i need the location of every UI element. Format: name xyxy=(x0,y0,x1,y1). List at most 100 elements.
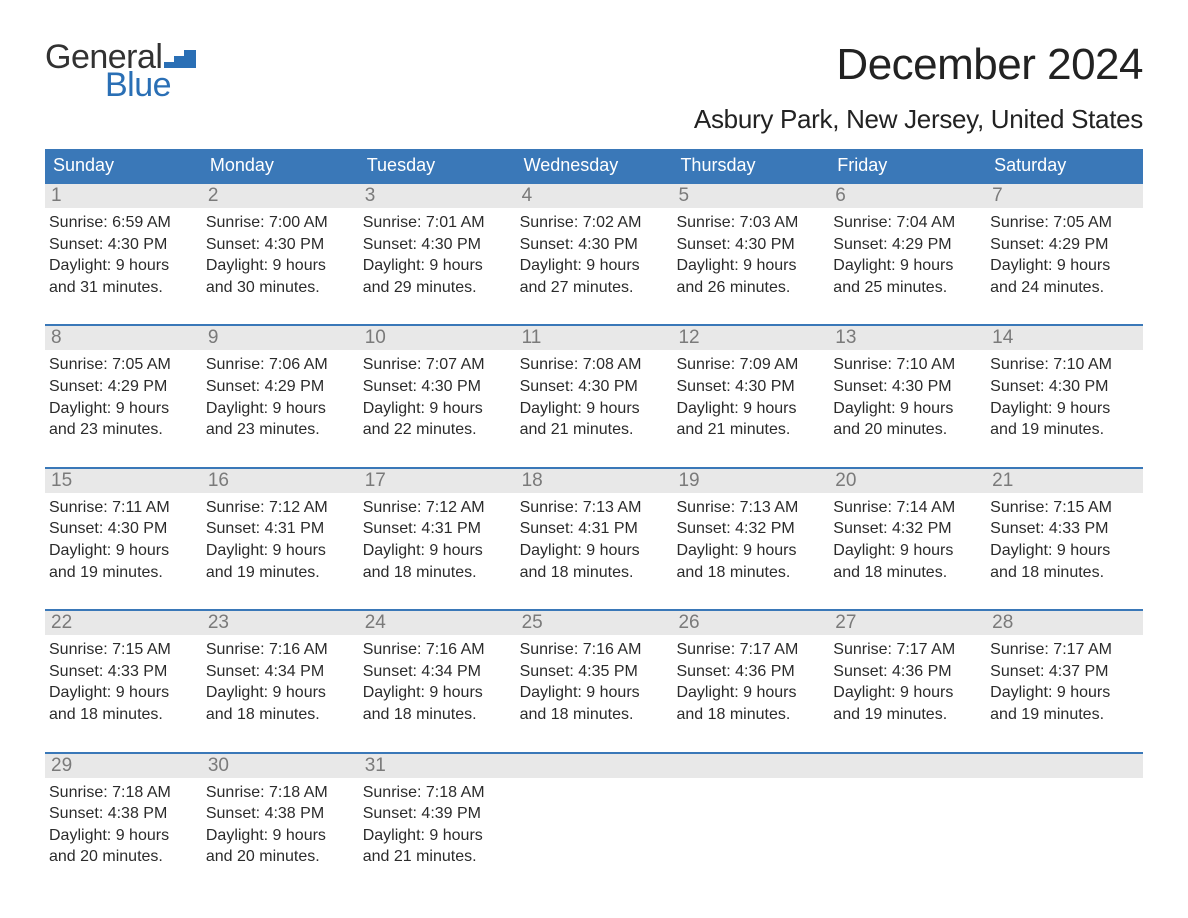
day-number: 25 xyxy=(522,612,543,633)
daynum-row: 10 xyxy=(359,326,516,350)
sunrise-line: Sunrise: 7:03 AM xyxy=(676,212,825,234)
daynum-row: 1 xyxy=(45,184,202,208)
day-number: 6 xyxy=(835,185,846,206)
title-block: December 2024 Asbury Park, New Jersey, U… xyxy=(694,40,1143,135)
daynum-row xyxy=(986,754,1143,778)
day-details: Sunrise: 7:05 AMSunset: 4:29 PMDaylight:… xyxy=(47,350,200,440)
sunrise-line: Sunrise: 7:05 AM xyxy=(49,354,198,376)
day-number xyxy=(835,755,840,776)
day-details: Sunrise: 7:12 AMSunset: 4:31 PMDaylight:… xyxy=(361,493,514,583)
sunrise-line: Sunrise: 7:14 AM xyxy=(833,497,982,519)
daylight-line: Daylight: 9 hours and 27 minutes. xyxy=(520,255,669,298)
day-details: Sunrise: 7:16 AMSunset: 4:34 PMDaylight:… xyxy=(361,635,514,725)
sunrise-line: Sunrise: 7:16 AM xyxy=(206,639,355,661)
sunset-line: Sunset: 4:33 PM xyxy=(49,661,198,683)
day-number: 18 xyxy=(522,470,543,491)
calendar-cell: 19Sunrise: 7:13 AMSunset: 4:32 PMDayligh… xyxy=(672,469,829,587)
weekday-friday: Friday xyxy=(829,149,986,182)
daylight-line: Daylight: 9 hours and 21 minutes. xyxy=(520,398,669,441)
sunrise-line: Sunrise: 7:11 AM xyxy=(49,497,198,519)
calendar-cell: 13Sunrise: 7:10 AMSunset: 4:30 PMDayligh… xyxy=(829,326,986,444)
daynum-row: 15 xyxy=(45,469,202,493)
sunset-line: Sunset: 4:30 PM xyxy=(676,376,825,398)
day-details: Sunrise: 7:10 AMSunset: 4:30 PMDaylight:… xyxy=(831,350,984,440)
daylight-line: Daylight: 9 hours and 24 minutes. xyxy=(990,255,1139,298)
day-number: 5 xyxy=(678,185,689,206)
daynum-row: 20 xyxy=(829,469,986,493)
week-row: 29Sunrise: 7:18 AMSunset: 4:38 PMDayligh… xyxy=(45,752,1143,872)
daynum-row: 5 xyxy=(672,184,829,208)
calendar-cell xyxy=(986,754,1143,872)
sunset-line: Sunset: 4:38 PM xyxy=(49,803,198,825)
weekday-tuesday: Tuesday xyxy=(359,149,516,182)
daynum-row: 7 xyxy=(986,184,1143,208)
calendar-cell: 16Sunrise: 7:12 AMSunset: 4:31 PMDayligh… xyxy=(202,469,359,587)
sunset-line: Sunset: 4:29 PM xyxy=(990,234,1139,256)
daylight-line: Daylight: 9 hours and 19 minutes. xyxy=(990,398,1139,441)
daylight-line: Daylight: 9 hours and 18 minutes. xyxy=(676,682,825,725)
daynum-row: 8 xyxy=(45,326,202,350)
daynum-row: 6 xyxy=(829,184,986,208)
daynum-row: 3 xyxy=(359,184,516,208)
daynum-row: 16 xyxy=(202,469,359,493)
sunset-line: Sunset: 4:31 PM xyxy=(520,518,669,540)
daynum-row: 2 xyxy=(202,184,359,208)
sunrise-line: Sunrise: 7:18 AM xyxy=(363,782,512,804)
daylight-line: Daylight: 9 hours and 21 minutes. xyxy=(676,398,825,441)
sunrise-line: Sunrise: 7:16 AM xyxy=(520,639,669,661)
daynum-row: 30 xyxy=(202,754,359,778)
daynum-row: 19 xyxy=(672,469,829,493)
sunrise-line: Sunrise: 7:12 AM xyxy=(363,497,512,519)
daylight-line: Daylight: 9 hours and 26 minutes. xyxy=(676,255,825,298)
daylight-line: Daylight: 9 hours and 20 minutes. xyxy=(49,825,198,868)
day-details: Sunrise: 7:17 AMSunset: 4:37 PMDaylight:… xyxy=(988,635,1141,725)
daynum-row xyxy=(516,754,673,778)
weekday-monday: Monday xyxy=(202,149,359,182)
sunrise-line: Sunrise: 7:06 AM xyxy=(206,354,355,376)
daylight-line: Daylight: 9 hours and 19 minutes. xyxy=(990,682,1139,725)
day-number: 13 xyxy=(835,327,856,348)
calendar-cell: 6Sunrise: 7:04 AMSunset: 4:29 PMDaylight… xyxy=(829,184,986,302)
daylight-line: Daylight: 9 hours and 18 minutes. xyxy=(49,682,198,725)
day-details: Sunrise: 7:13 AMSunset: 4:32 PMDaylight:… xyxy=(674,493,827,583)
daynum-row: 22 xyxy=(45,611,202,635)
day-details: Sunrise: 7:15 AMSunset: 4:33 PMDaylight:… xyxy=(988,493,1141,583)
weekday-saturday: Saturday xyxy=(986,149,1143,182)
daynum-row: 18 xyxy=(516,469,673,493)
day-details: Sunrise: 7:17 AMSunset: 4:36 PMDaylight:… xyxy=(674,635,827,725)
daylight-line: Daylight: 9 hours and 22 minutes. xyxy=(363,398,512,441)
daylight-line: Daylight: 9 hours and 23 minutes. xyxy=(206,398,355,441)
day-number: 11 xyxy=(522,327,542,348)
daynum-row: 17 xyxy=(359,469,516,493)
sunset-line: Sunset: 4:39 PM xyxy=(363,803,512,825)
brand-blue: Blue xyxy=(105,68,196,102)
sunrise-line: Sunrise: 7:12 AM xyxy=(206,497,355,519)
sunset-line: Sunset: 4:34 PM xyxy=(206,661,355,683)
daynum-row: 31 xyxy=(359,754,516,778)
daynum-row xyxy=(672,754,829,778)
calendar-cell: 4Sunrise: 7:02 AMSunset: 4:30 PMDaylight… xyxy=(516,184,673,302)
calendar-cell: 17Sunrise: 7:12 AMSunset: 4:31 PMDayligh… xyxy=(359,469,516,587)
calendar-cell: 1Sunrise: 6:59 AMSunset: 4:30 PMDaylight… xyxy=(45,184,202,302)
sunset-line: Sunset: 4:29 PM xyxy=(49,376,198,398)
calendar-cell: 3Sunrise: 7:01 AMSunset: 4:30 PMDaylight… xyxy=(359,184,516,302)
sunset-line: Sunset: 4:30 PM xyxy=(676,234,825,256)
weekday-header: Sunday Monday Tuesday Wednesday Thursday… xyxy=(45,149,1143,182)
day-number: 19 xyxy=(678,470,699,491)
sunset-line: Sunset: 4:30 PM xyxy=(363,376,512,398)
daylight-line: Daylight: 9 hours and 20 minutes. xyxy=(833,398,982,441)
daynum-row: 12 xyxy=(672,326,829,350)
day-details: Sunrise: 6:59 AMSunset: 4:30 PMDaylight:… xyxy=(47,208,200,298)
sunset-line: Sunset: 4:30 PM xyxy=(363,234,512,256)
sunset-line: Sunset: 4:32 PM xyxy=(676,518,825,540)
daynum-row: 25 xyxy=(516,611,673,635)
calendar-cell: 24Sunrise: 7:16 AMSunset: 4:34 PMDayligh… xyxy=(359,611,516,729)
calendar-cell: 20Sunrise: 7:14 AMSunset: 4:32 PMDayligh… xyxy=(829,469,986,587)
sunset-line: Sunset: 4:30 PM xyxy=(206,234,355,256)
sunrise-line: Sunrise: 7:15 AM xyxy=(990,497,1139,519)
day-details: Sunrise: 7:08 AMSunset: 4:30 PMDaylight:… xyxy=(518,350,671,440)
day-number: 12 xyxy=(678,327,699,348)
day-details: Sunrise: 7:16 AMSunset: 4:34 PMDaylight:… xyxy=(204,635,357,725)
header: General Blue December 2024 Asbury Park, … xyxy=(45,40,1143,135)
day-details: Sunrise: 7:02 AMSunset: 4:30 PMDaylight:… xyxy=(518,208,671,298)
